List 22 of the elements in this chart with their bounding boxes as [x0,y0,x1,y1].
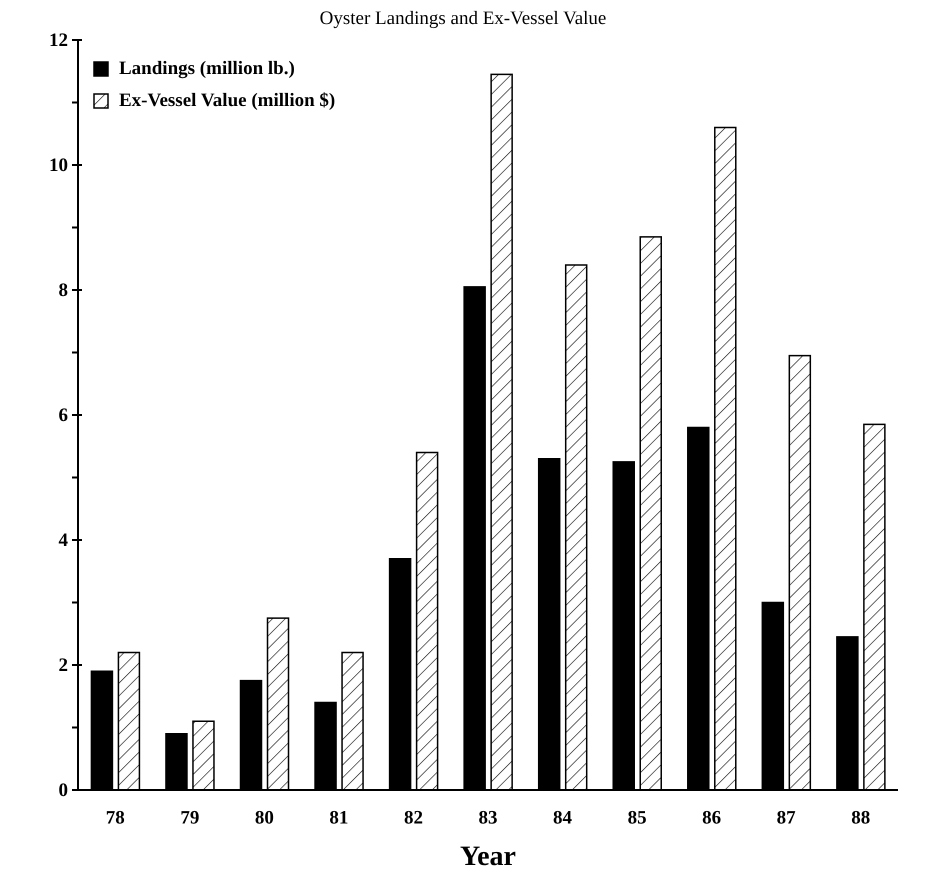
chart-title: Oyster Landings and Ex-Vessel Value [318,8,608,30]
x-axis-title: Year [460,841,516,872]
y-tick-label: 2 [58,655,68,676]
x-tick-label: 84 [553,807,573,828]
y-tick-label: 10 [49,155,68,176]
x-tick-label: 81 [329,807,348,828]
y-tick-label: 0 [58,780,68,801]
x-tick-label: 78 [106,807,125,828]
x-tick-label: 79 [180,807,200,828]
legend-label: Landings (million lb.) [119,58,295,80]
x-tick-label: 80 [254,807,274,828]
y-tick-label: 12 [49,30,68,51]
y-tick-label: 4 [58,530,68,551]
x-tick-label: 88 [851,807,870,828]
x-tick-label: 87 [776,807,796,828]
x-tick-label: 85 [628,807,647,828]
x-tick-label: 86 [702,807,722,828]
x-tick-label: 82 [404,807,423,828]
y-tick-label: 6 [58,405,68,426]
y-tick-label: 8 [58,280,68,301]
x-tick-label: 83 [478,807,498,828]
legend-label: Ex-Vessel Value (million $) [119,90,336,112]
